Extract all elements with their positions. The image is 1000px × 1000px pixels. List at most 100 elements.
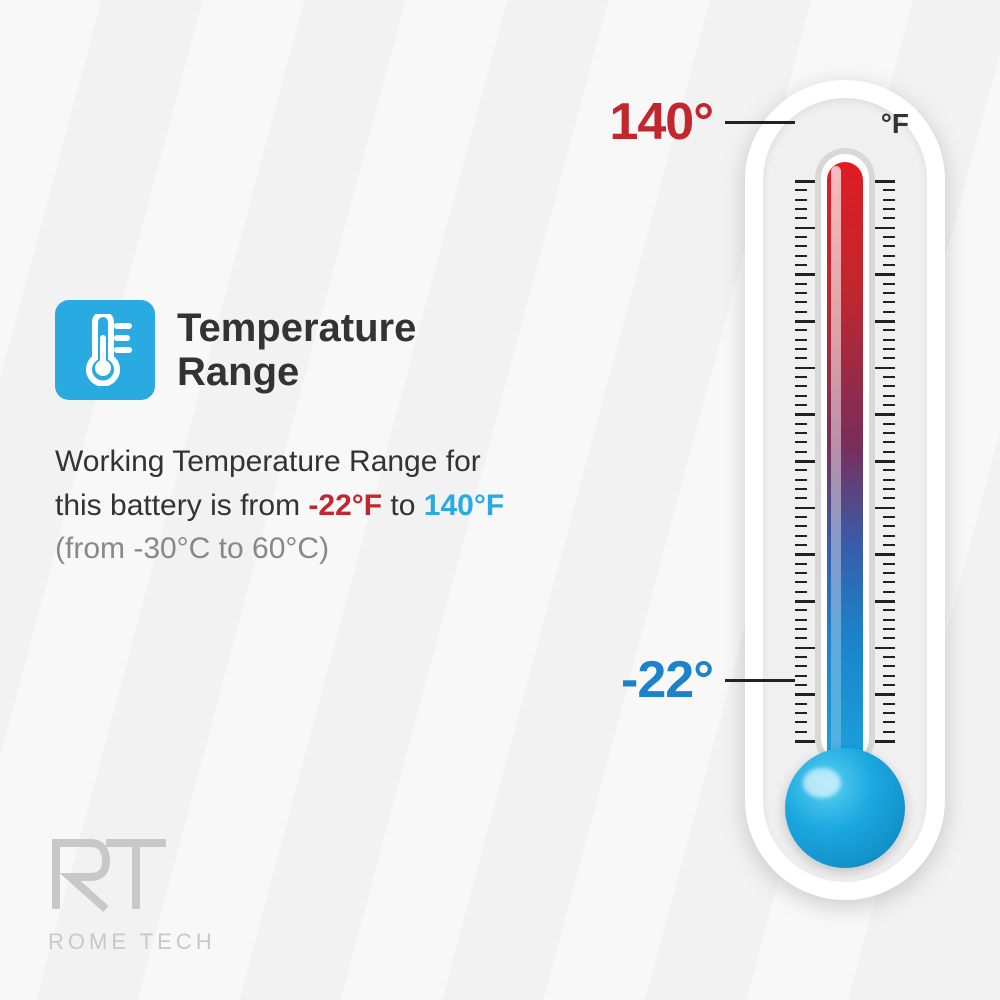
tick-minor: [883, 245, 895, 247]
header-row: Temperature Range: [55, 300, 535, 400]
tick-minor: [795, 423, 807, 425]
tick-minor: [795, 516, 807, 518]
tick-minor: [795, 208, 807, 210]
tick-minor: [883, 301, 895, 303]
tick-minor: [795, 628, 807, 630]
tick-minor: [883, 441, 895, 443]
tick-major: [875, 413, 895, 416]
tick-minor: [883, 703, 895, 705]
tick-minor: [883, 656, 895, 658]
tick-minor: [795, 591, 807, 593]
tick-minor: [883, 497, 895, 499]
tick-minor: [883, 665, 895, 667]
tick-major: [875, 553, 895, 556]
tick-major: [795, 367, 815, 370]
title: Temperature Range: [177, 306, 416, 394]
tick-major: [795, 180, 815, 183]
thermometer-icon: [55, 300, 155, 400]
tick-major: [795, 600, 815, 603]
tick-major: [875, 227, 895, 230]
tick-minor: [795, 656, 807, 658]
tick-minor: [795, 703, 807, 705]
tick-minor: [795, 497, 807, 499]
tick-minor: [883, 619, 895, 621]
tick-minor: [795, 189, 807, 191]
low-temp-label: -22°: [621, 650, 795, 710]
tick-minor: [795, 376, 807, 378]
tick-minor: [883, 721, 895, 723]
unit-label: °F: [881, 108, 909, 140]
tick-minor: [795, 665, 807, 667]
desc-low-temp: -22°F: [308, 489, 382, 522]
tick-minor: [795, 488, 807, 490]
tick-minor: [883, 488, 895, 490]
tick-minor: [795, 404, 807, 406]
tick-minor: [795, 609, 807, 611]
tick-minor: [795, 255, 807, 257]
tick-minor: [795, 339, 807, 341]
tick-minor: [883, 404, 895, 406]
tick-major: [875, 507, 895, 510]
bulb-shine: [803, 768, 841, 798]
high-temp-line: [725, 121, 795, 124]
tick-minor: [883, 712, 895, 714]
tick-minor: [795, 731, 807, 733]
low-temp-line: [725, 679, 795, 682]
tick-minor: [883, 395, 895, 397]
tick-minor: [795, 581, 807, 583]
desc-mid: to: [382, 489, 424, 522]
tick-minor: [883, 544, 895, 546]
tick-minor: [795, 357, 807, 359]
tick-minor: [883, 311, 895, 313]
thermometer-bulb: [785, 748, 905, 868]
tick-minor: [795, 264, 807, 266]
tick-minor: [883, 535, 895, 537]
tick-minor: [883, 329, 895, 331]
tick-minor: [883, 684, 895, 686]
tick-minor: [883, 675, 895, 677]
desc-high-temp: 140°F: [424, 489, 504, 522]
tick-minor: [883, 348, 895, 350]
tick-major: [875, 647, 895, 650]
tick-minor: [795, 721, 807, 723]
tick-minor: [883, 479, 895, 481]
tick-minor: [883, 637, 895, 639]
tick-minor: [795, 684, 807, 686]
tick-minor: [883, 581, 895, 583]
tick-minor: [795, 301, 807, 303]
tick-minor: [795, 217, 807, 219]
tick-major: [875, 740, 895, 743]
tick-minor: [795, 535, 807, 537]
tick-minor: [883, 563, 895, 565]
tick-major: [795, 507, 815, 510]
tick-minor: [883, 217, 895, 219]
tick-minor: [883, 591, 895, 593]
tick-minor: [795, 479, 807, 481]
tick-major: [795, 320, 815, 323]
tick-minor: [883, 432, 895, 434]
tick-minor: [883, 357, 895, 359]
tick-minor: [795, 245, 807, 247]
tick-marks: [795, 180, 895, 740]
tick-minor: [883, 255, 895, 257]
tick-minor: [795, 451, 807, 453]
high-temp-label: 140°: [609, 92, 795, 152]
tick-minor: [795, 619, 807, 621]
tick-minor: [795, 292, 807, 294]
tick-major: [795, 693, 815, 696]
tick-minor: [795, 675, 807, 677]
tick-minor: [795, 283, 807, 285]
tick-minor: [795, 441, 807, 443]
tick-minor: [795, 563, 807, 565]
tick-major: [875, 320, 895, 323]
tick-minor: [883, 283, 895, 285]
tick-minor: [883, 339, 895, 341]
tick-major: [875, 273, 895, 276]
tick-minor: [883, 264, 895, 266]
content-panel: Temperature Range Working Temperature Ra…: [55, 300, 535, 571]
tick-minor: [795, 395, 807, 397]
description: Working Temperature Range for this batte…: [55, 440, 535, 571]
tick-minor: [883, 189, 895, 191]
tick-minor: [883, 516, 895, 518]
tick-major: [875, 367, 895, 370]
